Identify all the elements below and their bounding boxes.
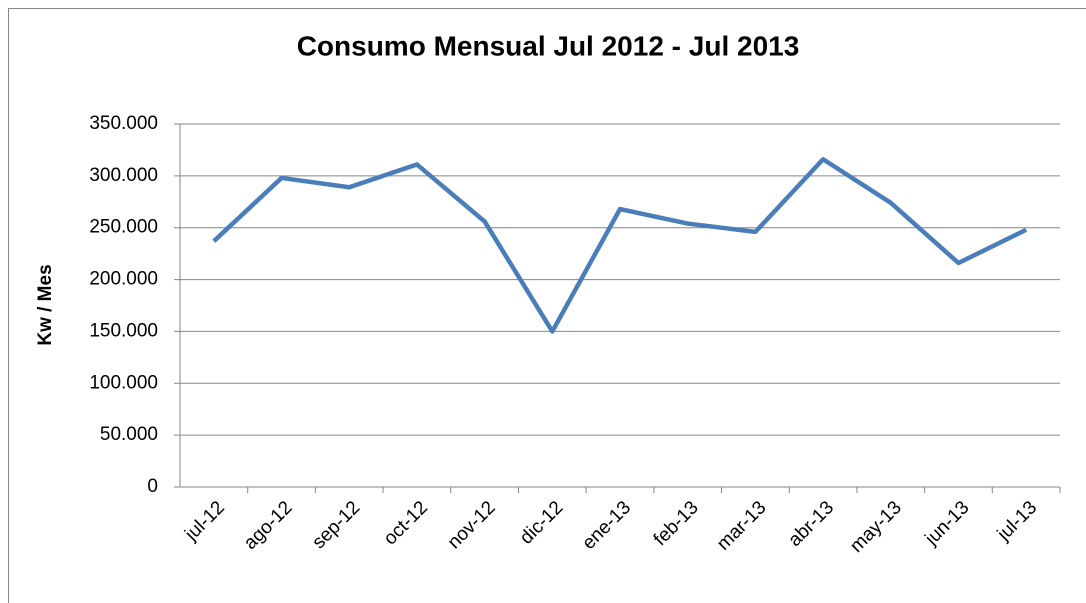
y-tick-label: 50.000	[100, 424, 158, 445]
data-line	[212, 157, 1028, 334]
chart-title: Consumo Mensual Jul 2012 - Jul 2013	[297, 30, 800, 61]
y-tick-label: 300.000	[89, 165, 158, 186]
y-tick-label: 350.000	[89, 113, 158, 134]
y-tick-label: 100.000	[89, 372, 158, 393]
chart-frame	[8, 8, 1086, 603]
y-tick-label: 150.000	[89, 320, 158, 341]
y-tick-label: 250.000	[89, 217, 158, 238]
y-tick-label: 200.000	[89, 269, 158, 290]
y-tick-label: 0	[147, 476, 158, 497]
y-axis-label: Kw / Mes	[35, 264, 56, 345]
